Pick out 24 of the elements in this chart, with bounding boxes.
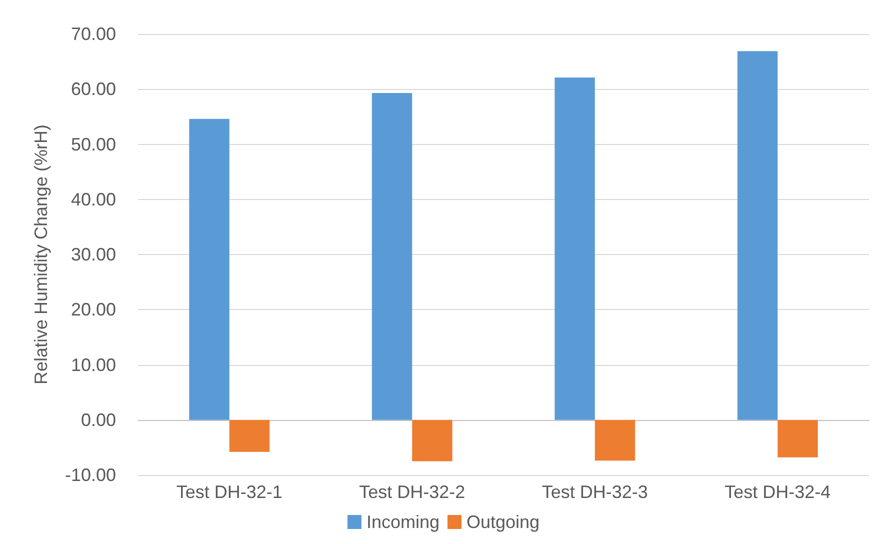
y-tick-label: 40.00 xyxy=(70,189,116,210)
bar xyxy=(189,118,230,420)
bar xyxy=(412,420,452,462)
y-tick-label: 30.00 xyxy=(70,244,116,264)
bar xyxy=(778,420,818,458)
y-tick-label: 0.00 xyxy=(80,410,116,430)
bar xyxy=(372,92,412,420)
x-tick-label: Test DH-32-4 xyxy=(724,482,831,502)
bar xyxy=(594,420,636,461)
x-tick-label: Test DH-32-3 xyxy=(542,482,648,502)
x-tick-label: Test DH-32-1 xyxy=(176,482,282,502)
y-tick-label: 60.00 xyxy=(70,79,116,100)
legend-label: Outgoing xyxy=(466,512,540,532)
y-tick-label: -10.00 xyxy=(64,465,116,485)
x-tick-label: Test DH-32-2 xyxy=(359,482,466,502)
y-tick-label: 10.00 xyxy=(70,354,116,375)
y-tick-label: 50.00 xyxy=(70,134,116,154)
bar xyxy=(737,51,778,420)
bar xyxy=(229,420,270,452)
bar xyxy=(554,78,595,420)
y-axis-title: Relative Humidity Change (%rH) xyxy=(31,124,51,385)
y-tick-label: 20.00 xyxy=(70,300,116,320)
legend-label: Incoming xyxy=(366,512,440,532)
y-tick-label: 70.00 xyxy=(70,24,116,44)
